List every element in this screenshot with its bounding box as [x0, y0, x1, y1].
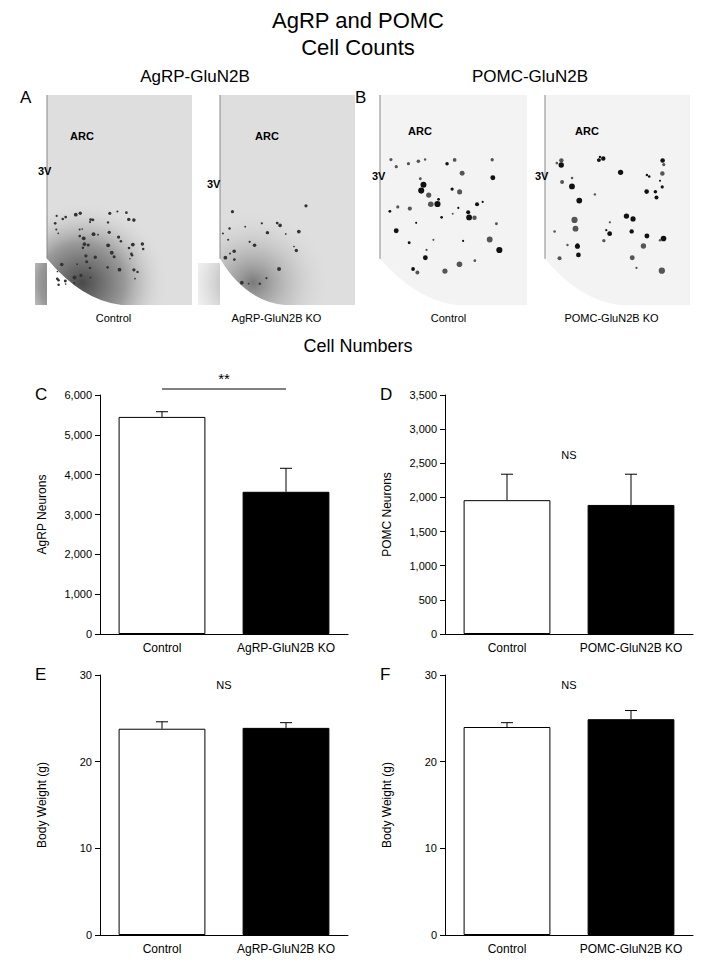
svg-text:ARC: ARC [575, 125, 599, 137]
svg-text:3,000: 3,000 [64, 509, 92, 521]
svg-text:POMC Neurons: POMC Neurons [380, 472, 394, 557]
svg-text:Cell Numbers: Cell Numbers [303, 336, 412, 356]
svg-text:20: 20 [425, 756, 437, 768]
svg-text:ARC: ARC [70, 130, 94, 142]
svg-text:3,500: 3,500 [409, 389, 437, 401]
svg-text:AgRP-GluN2B KO: AgRP-GluN2B KO [232, 312, 322, 324]
svg-text:3V: 3V [535, 170, 549, 182]
svg-text:30: 30 [425, 669, 437, 681]
svg-text:500: 500 [419, 594, 437, 606]
svg-text:10: 10 [80, 842, 92, 854]
svg-text:POMC-GluN2B: POMC-GluN2B [472, 67, 588, 86]
svg-text:0: 0 [86, 628, 92, 640]
svg-text:1,000: 1,000 [409, 560, 437, 572]
svg-text:Control: Control [488, 641, 527, 655]
svg-text:NS: NS [216, 679, 231, 691]
svg-text:3,000: 3,000 [409, 423, 437, 435]
svg-text:POMC-GluN2B KO: POMC-GluN2B KO [580, 641, 683, 655]
svg-text:1,500: 1,500 [409, 526, 437, 538]
svg-text:AgRP-GluN2B KO: AgRP-GluN2B KO [237, 641, 335, 655]
svg-text:5,000: 5,000 [64, 429, 92, 441]
svg-text:0: 0 [86, 929, 92, 941]
svg-text:30: 30 [80, 669, 92, 681]
svg-text:Body Weight (g): Body Weight (g) [380, 762, 394, 848]
svg-text:ARC: ARC [255, 130, 279, 142]
svg-text:2,000: 2,000 [409, 491, 437, 503]
svg-text:3V: 3V [38, 165, 52, 177]
svg-text:POMC-GluN2B KO: POMC-GluN2B KO [564, 312, 659, 324]
svg-text:0: 0 [431, 929, 437, 941]
svg-text:NS: NS [561, 449, 576, 461]
svg-text:Control: Control [143, 641, 182, 655]
svg-text:3V: 3V [372, 170, 386, 182]
svg-text:3V: 3V [207, 178, 221, 190]
svg-text:2,000: 2,000 [64, 548, 92, 560]
svg-text:**: ** [218, 370, 230, 387]
svg-text:0: 0 [431, 628, 437, 640]
svg-text:10: 10 [425, 842, 437, 854]
svg-text:20: 20 [80, 756, 92, 768]
svg-text:C: C [35, 385, 47, 404]
svg-text:Cell Counts: Cell Counts [301, 35, 415, 60]
svg-text:4,000: 4,000 [64, 469, 92, 481]
svg-text:2,500: 2,500 [409, 457, 437, 469]
svg-text:1,000: 1,000 [64, 588, 92, 600]
svg-text:AgRP-GluN2B: AgRP-GluN2B [140, 67, 250, 86]
svg-text:6,000: 6,000 [64, 389, 92, 401]
svg-text:Control: Control [143, 942, 182, 956]
svg-text:AgRP Neurons: AgRP Neurons [35, 475, 49, 555]
svg-text:A: A [20, 88, 32, 107]
svg-text:POMC-GluN2B KO: POMC-GluN2B KO [580, 942, 683, 956]
svg-text:F: F [380, 665, 390, 684]
svg-text:D: D [380, 385, 392, 404]
svg-text:AgRP-GluN2B KO: AgRP-GluN2B KO [237, 942, 335, 956]
svg-text:ARC: ARC [408, 125, 432, 137]
svg-text:Control: Control [96, 312, 131, 324]
svg-text:Body Weight (g): Body Weight (g) [35, 762, 49, 848]
svg-text:B: B [355, 88, 366, 107]
svg-text:NS: NS [561, 679, 576, 691]
svg-text:AgRP and POMC: AgRP and POMC [272, 8, 444, 33]
svg-text:E: E [35, 665, 46, 684]
svg-text:Control: Control [431, 312, 466, 324]
svg-text:Control: Control [488, 942, 527, 956]
